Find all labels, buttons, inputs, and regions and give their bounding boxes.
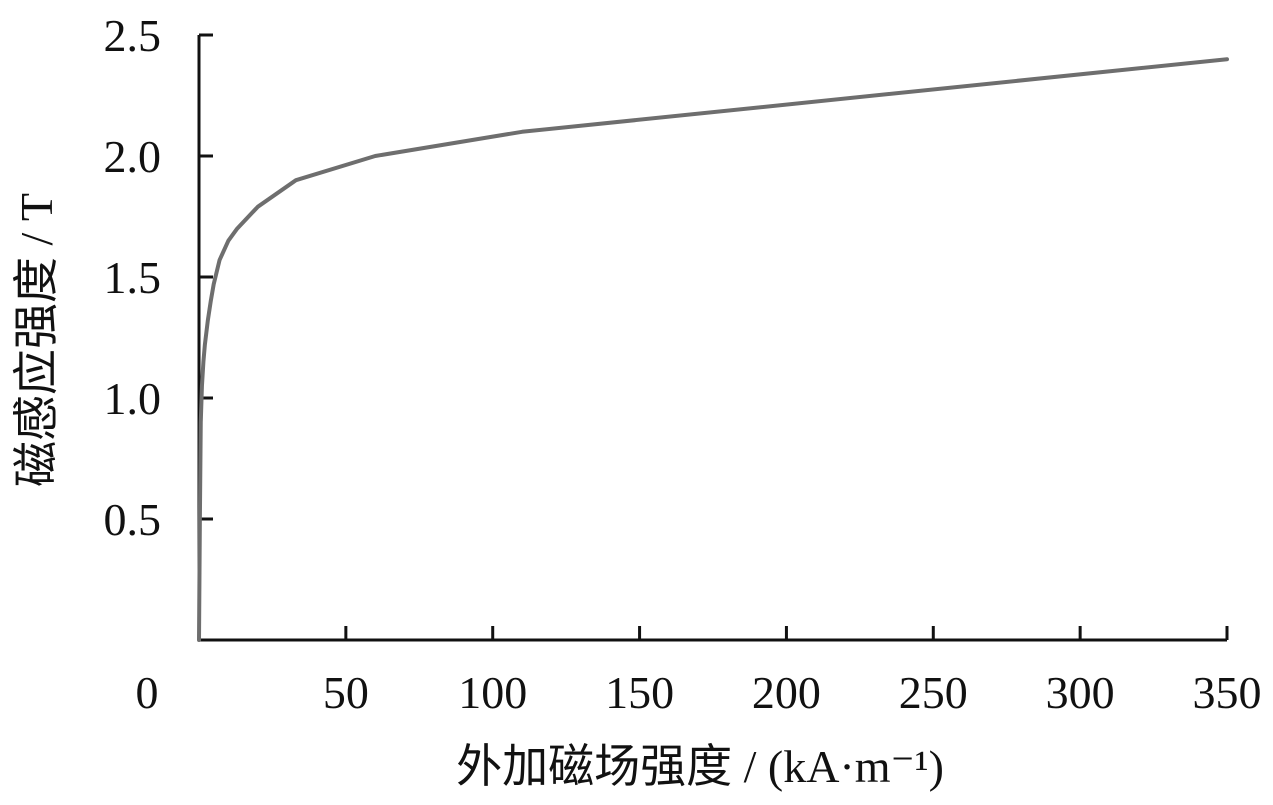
x-tick-label: 100 (458, 667, 527, 718)
y-tick-label: 0.5 (104, 494, 162, 545)
x-tick-label: 250 (899, 667, 968, 718)
y-axis-title: 磁感应强度 / T (11, 193, 62, 487)
x-axis-title: 外加磁场强度 / (kA·m⁻¹) (456, 741, 944, 792)
x-tick-label: 350 (1193, 667, 1262, 718)
x-tick-label: 200 (752, 667, 821, 718)
y-tick-label: 2.0 (104, 131, 162, 182)
plot-area: 0.5 1.0 1.5 2.0 2.5 0 50 100 150 200 250 300 350 (104, 10, 1262, 718)
x-tick-label: 150 (605, 667, 674, 718)
x-tick-label: 300 (1046, 667, 1115, 718)
x-tick-label: 50 (323, 667, 369, 718)
y-tick-label: 1.5 (104, 252, 162, 303)
y-axis-title-text: 磁感应强度 / T (11, 193, 62, 487)
y-tick-label: 2.5 (104, 10, 162, 61)
x-tick-label: 0 (136, 667, 159, 718)
y-tick-label: 1.0 (104, 373, 162, 424)
series-line (197, 57, 1229, 642)
